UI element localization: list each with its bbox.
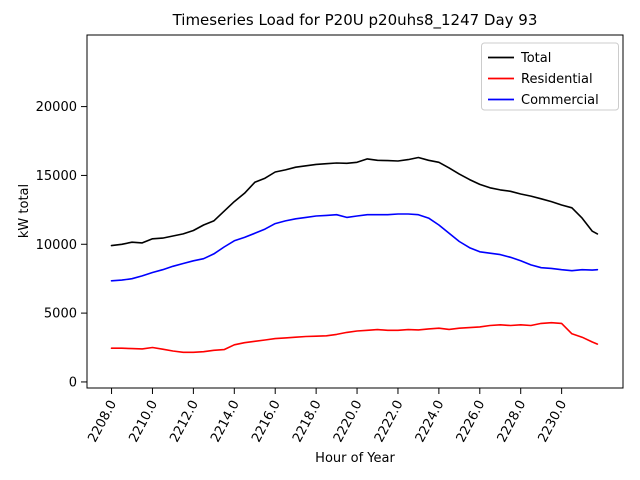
series-line-residential [110, 321, 599, 354]
x-tick-label: 2208.0 [85, 398, 120, 445]
legend-label: Total [520, 51, 551, 66]
y-axis-ticks: 0 5000 10000 15000 20000 [36, 100, 87, 390]
series-line-total [110, 156, 599, 247]
x-axis-ticks: 2208.0 2210.0 2212.0 2214.0 2216.0 2218.0 2220… [85, 388, 570, 445]
y-tick-label: 10000 [36, 238, 77, 253]
x-tick-label: 2224.0 [413, 398, 448, 445]
y-tick-label: 0 [69, 375, 77, 390]
y-tick-label: 15000 [36, 169, 77, 184]
series-lines [110, 156, 599, 354]
x-tick-label: 2210.0 [126, 398, 161, 445]
legend-label: Commercial [521, 93, 599, 108]
y-tick-label: 5000 [44, 307, 77, 322]
x-tick-label: 2218.0 [290, 398, 325, 445]
y-tick-label: 20000 [36, 100, 77, 115]
x-tick-label: 2228.0 [495, 398, 530, 445]
x-tick-label: 2220.0 [331, 398, 366, 445]
legend: Total Residential Commercial [481, 42, 619, 111]
plot-area-border [86, 34, 624, 389]
legend-label: Residential [521, 72, 593, 87]
x-tick-label: 2212.0 [167, 398, 202, 445]
series-line-commercial [110, 213, 599, 282]
x-tick-label: 2216.0 [249, 398, 284, 445]
x-tick-label: 2214.0 [208, 398, 243, 445]
x-tick-label: 2230.0 [536, 398, 571, 445]
x-axis-label: Hour of Year [315, 451, 395, 466]
x-tick-label: 2222.0 [372, 398, 407, 445]
y-axis-label: kW total [17, 184, 32, 238]
legend-box [481, 42, 619, 111]
chart-title: Timeseries Load for P20U p20uhs8_1247 Da… [172, 11, 538, 30]
x-tick-label: 2226.0 [454, 398, 489, 445]
